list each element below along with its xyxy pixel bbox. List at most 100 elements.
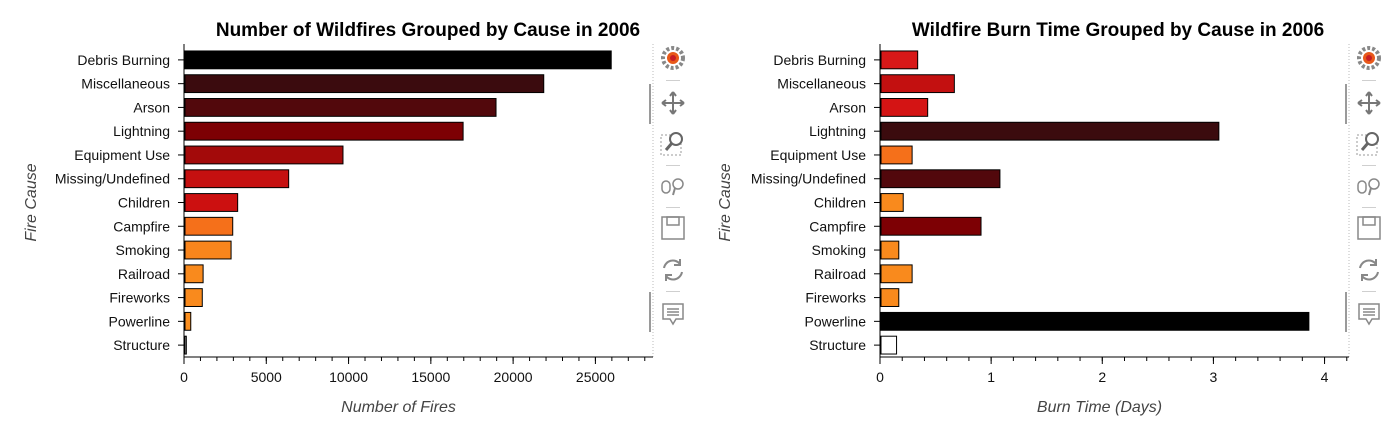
bokeh-logo-icon [1355,44,1383,72]
toolbar-separator [666,291,680,292]
category-label: Miscellaneous [81,76,170,92]
bar-campfire [880,216,982,236]
x-axis-label: Burn Time (Days) [1037,399,1162,416]
bar-campfire [184,216,234,236]
bar-lightning [880,121,1220,141]
bar-debris-burning [880,50,919,70]
reset-icon[interactable] [659,256,687,284]
x-tick-label: 10000 [329,369,368,385]
y-axis-label: Fire Cause [717,163,734,241]
wheel-zoom-icon[interactable] [1355,173,1383,201]
x-tick-label: 0 [180,369,188,385]
pan-icon[interactable] [659,89,687,117]
bar-railroad [880,264,913,284]
x-tick-label: 15000 [411,369,450,385]
category-label: Railroad [118,266,170,282]
bar-structure [880,335,898,355]
active-tool-indicator [1345,84,1347,124]
wildfire-count-chart: Number of Wildfires Grouped by Cause in … [23,20,654,416]
burn-time-chart: Wildfire Burn Time Grouped by Cause in 2… [717,20,1350,416]
x-tick-label: 1 [987,369,995,385]
category-label: Debris Burning [77,52,170,68]
category-label: Equipment Use [74,147,170,163]
bar-lightning [184,121,464,141]
bar-arson [880,98,929,117]
category-label: Powerline [109,313,171,329]
toolbar-separator [1362,80,1376,81]
x-tick-label: 0 [876,369,884,385]
bar-missing-undefined [880,169,1001,189]
chart-toolbar [649,44,691,344]
hover-icon[interactable] [1355,299,1383,327]
chart-panel-fires-count: Number of Wildfires Grouped by Cause in … [23,20,691,416]
category-label: Smoking [812,242,866,258]
bar-fireworks [184,288,203,307]
bar-miscellaneous [184,74,545,94]
active-tool-indicator [649,84,651,124]
wheel-zoom-icon[interactable] [659,173,687,201]
toolbar-separator [1362,165,1376,166]
category-label: Arson [829,99,866,115]
save-icon[interactable] [1355,214,1383,242]
y-axis-label: Fire Cause [23,163,40,241]
category-label: Campfire [809,218,866,234]
pan-icon[interactable] [1355,89,1383,117]
x-tick-label: 20000 [494,369,533,385]
category-label: Children [814,195,866,211]
save-icon[interactable] [659,214,687,242]
toolbar-separator [1362,291,1376,292]
x-tick-label: 3 [1210,369,1218,385]
category-label: Fireworks [805,290,866,306]
x-tick-label: 2 [1098,369,1106,385]
bar-fireworks [880,288,900,307]
chart-title: Wildfire Burn Time Grouped by Cause in 2… [912,20,1324,41]
category-label: Arson [133,99,170,115]
bar-railroad [184,264,204,284]
category-label: Structure [809,337,866,353]
box-zoom-icon[interactable] [1355,129,1383,157]
category-label: Smoking [116,242,170,258]
box-zoom-icon[interactable] [659,129,687,157]
category-label: Miscellaneous [777,76,866,92]
active-tool-indicator [1345,292,1347,332]
category-label: Fireworks [109,290,170,306]
toolbar-separator [666,80,680,81]
chart-title: Number of Wildfires Grouped by Cause in … [216,20,640,41]
category-label: Children [118,195,170,211]
toolbar-separator [666,165,680,166]
category-label: Debris Burning [773,52,866,68]
bar-smoking [880,240,900,260]
bar-equipment-use [880,145,913,165]
category-label: Lightning [113,123,170,139]
bar-debris-burning [184,50,612,70]
bar-equipment-use [184,145,344,165]
category-label: Structure [113,337,170,353]
x-axis-label: Number of Fires [341,399,456,416]
x-tick-label: 5000 [251,369,282,385]
bar-children [184,193,239,212]
category-label: Campfire [113,218,170,234]
chart-toolbar [1345,44,1387,344]
category-label: Railroad [814,266,866,282]
toolbar-separator [666,207,680,208]
category-label: Lightning [809,123,866,139]
bokeh-logo-icon [659,44,687,72]
bar-children [880,193,904,212]
hover-icon[interactable] [659,299,687,327]
x-tick-label: 4 [1321,369,1329,385]
bar-structure [184,335,187,355]
category-label: Equipment Use [770,147,866,163]
category-label: Missing/Undefined [751,171,866,187]
bar-powerline [184,311,192,331]
bar-miscellaneous [880,74,955,94]
reset-icon[interactable] [1355,256,1383,284]
bar-missing-undefined [184,169,290,189]
x-tick-label: 25000 [576,369,615,385]
category-label: Powerline [805,313,867,329]
bar-powerline [880,311,1310,331]
chart-panel-burn-time: Wildfire Burn Time Grouped by Cause in 2… [700,0,1400,427]
toolbar-separator [1362,207,1376,208]
bar-smoking [184,240,232,260]
bar-arson [184,98,497,117]
active-tool-indicator [649,292,651,332]
